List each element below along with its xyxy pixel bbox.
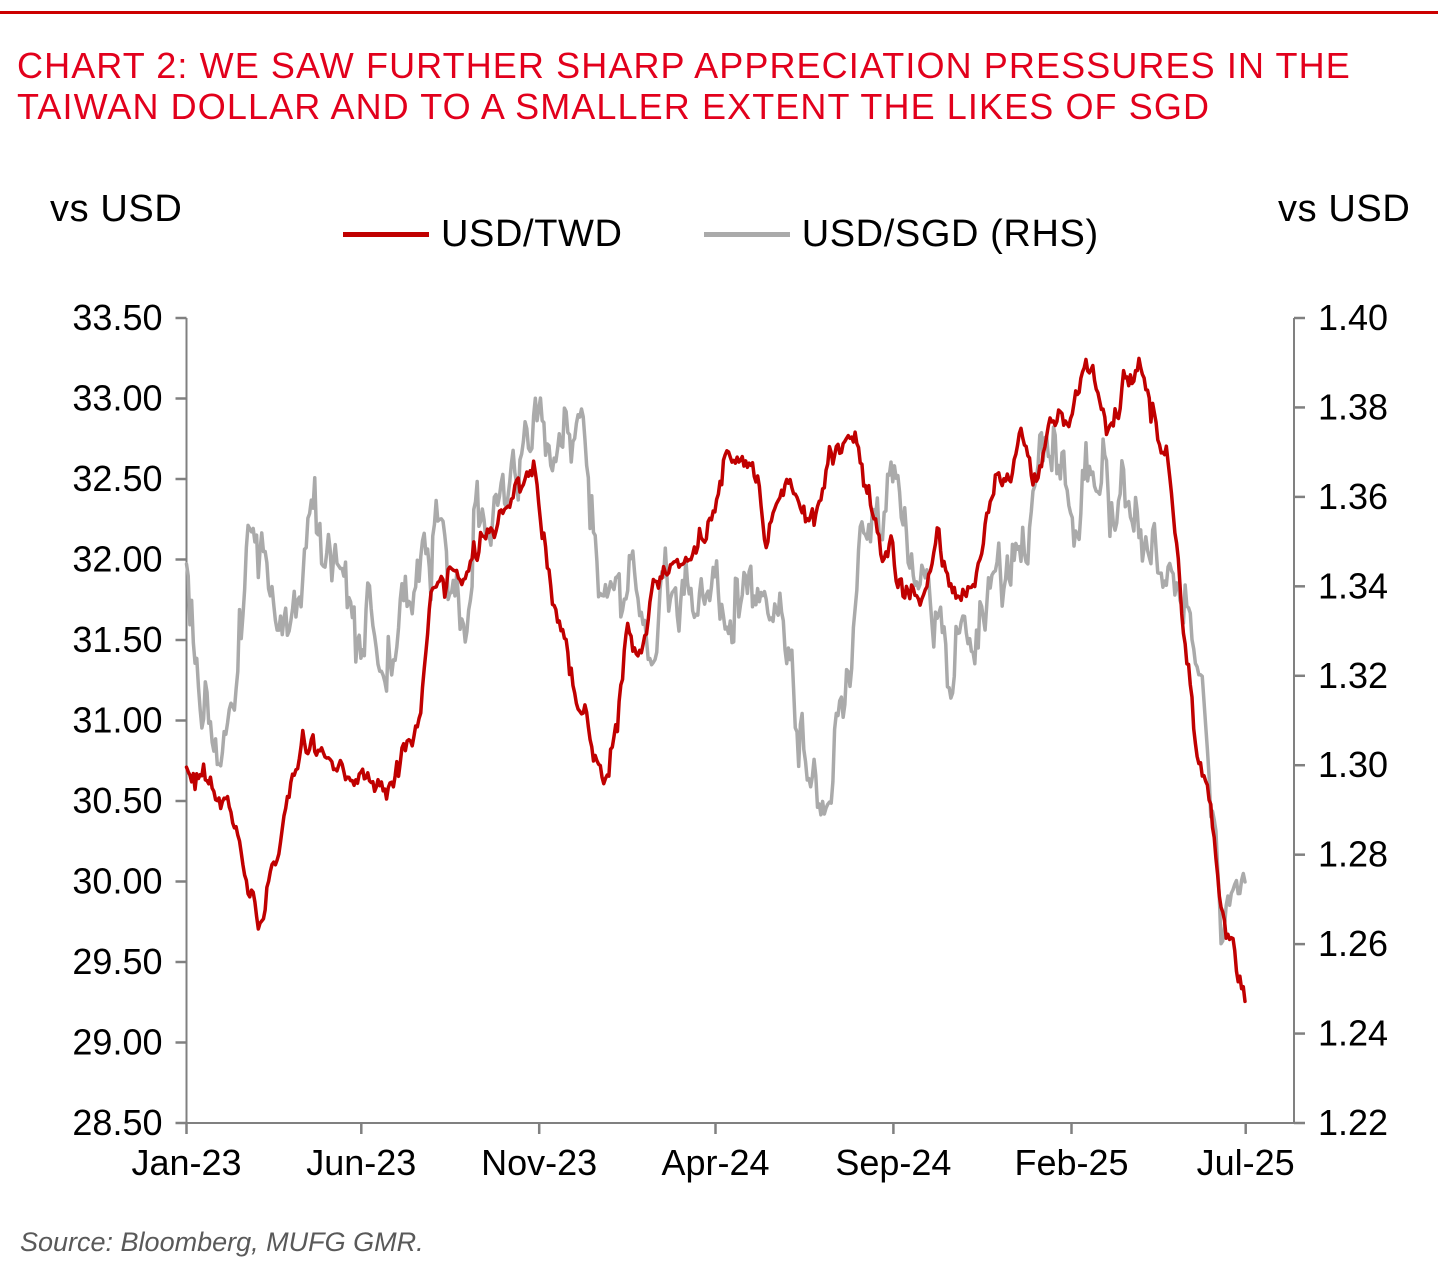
svg-text:33.50: 33.50 [72,297,162,338]
svg-text:33.00: 33.00 [72,378,162,419]
svg-text:Jan-23: Jan-23 [131,1142,241,1183]
svg-text:1.24: 1.24 [1318,1013,1388,1054]
svg-text:Nov-23: Nov-23 [481,1142,597,1183]
svg-text:1.38: 1.38 [1318,386,1388,427]
svg-text:32.00: 32.00 [72,539,162,580]
svg-text:1.32: 1.32 [1318,655,1388,696]
svg-text:1.22: 1.22 [1318,1102,1388,1143]
svg-text:30.00: 30.00 [72,861,162,902]
svg-text:29.00: 29.00 [72,1022,162,1063]
svg-text:30.50: 30.50 [72,780,162,821]
svg-text:Sep-24: Sep-24 [835,1142,951,1183]
svg-text:Feb-25: Feb-25 [1014,1142,1128,1183]
svg-text:32.50: 32.50 [72,458,162,499]
svg-text:1.28: 1.28 [1318,834,1388,875]
svg-text:1.34: 1.34 [1318,565,1388,606]
svg-text:29.50: 29.50 [72,941,162,982]
svg-text:Jun-23: Jun-23 [306,1142,416,1183]
svg-text:1.36: 1.36 [1318,476,1388,517]
svg-text:28.50: 28.50 [72,1102,162,1143]
svg-text:31.00: 31.00 [72,700,162,741]
svg-text:1.26: 1.26 [1318,923,1388,964]
svg-text:1.30: 1.30 [1318,744,1388,785]
svg-text:31.50: 31.50 [72,619,162,660]
svg-text:Jul-25: Jul-25 [1197,1142,1295,1183]
svg-text:1.40: 1.40 [1318,297,1388,338]
svg-text:Apr-24: Apr-24 [661,1142,769,1183]
